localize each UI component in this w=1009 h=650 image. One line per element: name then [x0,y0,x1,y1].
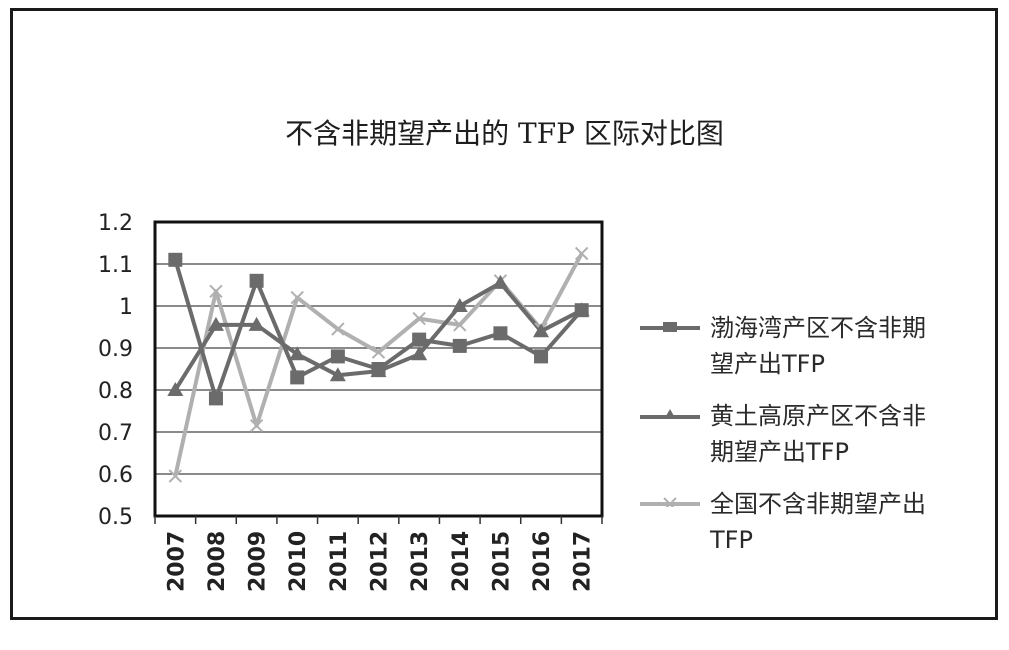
data-point-triangle [248,316,265,331]
data-point-triangle [289,346,306,361]
data-point-triangle [492,274,509,289]
data-point-square [330,349,345,364]
data-point-square [534,349,549,364]
y-tick-label: 1.1 [98,253,133,278]
data-point-triangle [451,298,468,312]
y-tick-label: 1.2 [98,211,133,236]
data-point-x [331,322,345,336]
data-point-triangle [533,323,550,338]
x-tick-label: 2013 [408,531,433,592]
legend-swatch-square [640,322,700,332]
x-tick-label: 2014 [449,531,474,592]
x-tick-label: 2008 [205,531,230,592]
x-tick-label: 2015 [489,531,514,592]
y-tick-label: 0.7 [98,421,133,446]
y-tick-label: 0.6 [98,463,133,488]
data-point-x [574,246,589,261]
data-point-square [574,303,589,318]
data-point-triangle [167,382,184,396]
legend: 渤海湾产区不含非期望产出TFP 黄土高原产区不含非期望产出TFP 全国不含非期望… [640,310,940,574]
x-tick-label: 2016 [530,531,555,592]
data-point-square [493,326,508,341]
data-point-triangle [411,346,428,361]
data-point-triangle [207,316,224,331]
y-tick-label: 1 [119,295,133,320]
data-point-x [453,318,467,332]
data-point-x [412,311,426,326]
x-tick-label: 2007 [164,531,189,592]
data-point-square [168,252,183,267]
series-line [173,259,584,401]
x-tick-label: 2011 [327,531,352,592]
data-point-square [290,370,305,385]
data-point-x [371,345,386,359]
data-point-triangle [329,367,346,382]
data-point-square [371,362,386,376]
data-point-square [208,391,223,406]
chart-frame [10,8,998,620]
x-tick-label: 2012 [368,531,393,592]
legend-label-national: 全国不含非期望产出TFP [710,490,926,554]
y-tick-label: 0.9 [98,337,133,362]
data-point-square [452,338,467,353]
y-tick-label: 0.5 [98,505,133,530]
y-tick-label: 0.8 [98,379,133,404]
legend-label-bohai: 渤海湾产区不含非期望产出TFP [710,314,926,378]
chart-title: 不含非期望产出的 TFP 区际对比图 [285,117,724,150]
data-point-square [249,273,264,288]
data-point-x [249,418,264,433]
data-point-x [209,284,223,299]
data-point-x [168,469,183,483]
x-tick-label: 2009 [246,531,271,592]
legend-swatch-triangle [640,409,700,419]
data-point-x [290,290,304,305]
legend-swatch-x [640,497,700,507]
x-tick-label: 2017 [571,531,596,592]
legend-item-huangtu: 黄土高原产区不含非期望产出TFP [640,398,940,470]
x-tick-label: 2010 [286,531,311,592]
data-point-square [412,332,427,347]
legend-item-national: 全国不含非期望产出TFP [640,486,940,558]
legend-label-huangtu: 黄土高原产区不含非期望产出TFP [710,402,926,466]
plot-area-border [153,220,604,518]
legend-item-bohai: 渤海湾产区不含非期望产出TFP [640,310,940,382]
